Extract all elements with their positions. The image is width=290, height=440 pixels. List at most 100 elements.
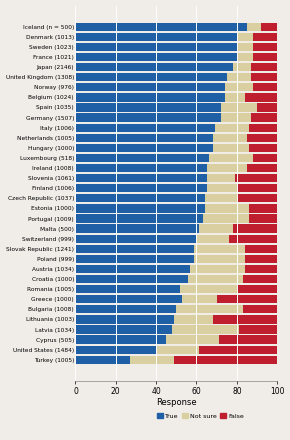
Bar — [75, 285, 180, 293]
Bar — [243, 305, 277, 313]
Bar — [225, 93, 245, 102]
Bar — [202, 214, 249, 223]
Bar — [75, 204, 204, 213]
Bar — [130, 356, 174, 364]
Bar — [233, 224, 277, 233]
Bar — [156, 345, 199, 354]
Bar — [239, 326, 277, 334]
Bar — [176, 305, 243, 313]
Bar — [249, 214, 277, 223]
Bar — [197, 235, 229, 243]
Bar — [247, 164, 277, 172]
Bar — [251, 63, 277, 71]
Bar — [75, 63, 233, 71]
Bar — [199, 224, 233, 233]
Bar — [233, 63, 251, 71]
Bar — [75, 305, 176, 313]
Bar — [195, 255, 245, 263]
Bar — [188, 275, 243, 283]
Bar — [191, 265, 245, 273]
Bar — [253, 43, 277, 51]
Bar — [253, 154, 277, 162]
Bar — [182, 295, 217, 304]
Bar — [172, 326, 239, 334]
Bar — [221, 103, 257, 112]
Bar — [75, 174, 206, 182]
Bar — [247, 22, 261, 31]
Bar — [75, 224, 199, 233]
Bar — [206, 164, 247, 172]
Bar — [235, 174, 277, 182]
Bar — [237, 285, 277, 293]
Bar — [174, 315, 213, 323]
Bar — [75, 326, 172, 334]
Bar — [75, 22, 247, 31]
Bar — [206, 174, 235, 182]
Bar — [75, 164, 206, 172]
Bar — [75, 83, 225, 92]
Bar — [75, 335, 166, 344]
Bar — [75, 275, 188, 283]
Bar — [75, 73, 227, 81]
Bar — [180, 285, 237, 293]
Bar — [215, 124, 249, 132]
Bar — [237, 53, 253, 61]
Bar — [253, 33, 277, 41]
Bar — [75, 345, 156, 354]
Bar — [75, 144, 213, 152]
Bar — [204, 194, 237, 202]
Bar — [243, 275, 277, 283]
Bar — [249, 144, 277, 152]
Bar — [204, 204, 249, 213]
Bar — [75, 265, 191, 273]
Bar — [253, 83, 277, 92]
Bar — [245, 93, 277, 102]
Bar — [225, 83, 253, 92]
Bar — [221, 114, 251, 122]
Bar — [237, 33, 253, 41]
Bar — [206, 184, 237, 192]
Bar — [75, 184, 206, 192]
Bar — [75, 103, 221, 112]
Bar — [195, 245, 245, 253]
Bar — [75, 134, 213, 142]
Bar — [257, 103, 277, 112]
Bar — [247, 134, 277, 142]
Bar — [251, 114, 277, 122]
Bar — [75, 33, 237, 41]
Bar — [213, 134, 247, 142]
Bar — [75, 124, 215, 132]
Bar — [261, 22, 277, 31]
Bar — [249, 204, 277, 213]
Bar — [213, 315, 277, 323]
Bar — [245, 255, 277, 263]
Bar — [75, 235, 197, 243]
Bar — [245, 245, 277, 253]
Bar — [75, 43, 237, 51]
Bar — [217, 295, 277, 304]
Bar — [209, 154, 253, 162]
Bar — [75, 114, 221, 122]
Bar — [75, 194, 204, 202]
Bar — [75, 315, 174, 323]
Bar — [199, 345, 277, 354]
Bar — [75, 255, 195, 263]
Bar — [253, 53, 277, 61]
Bar — [237, 43, 253, 51]
Bar — [75, 53, 237, 61]
Bar — [174, 356, 277, 364]
Bar — [249, 124, 277, 132]
Bar — [75, 214, 202, 223]
Bar — [237, 184, 277, 192]
Bar — [237, 194, 277, 202]
Bar — [229, 235, 277, 243]
Bar — [213, 144, 249, 152]
Bar — [245, 265, 277, 273]
Bar — [227, 73, 251, 81]
Bar — [75, 356, 130, 364]
Bar — [251, 73, 277, 81]
Bar — [219, 335, 277, 344]
Bar — [75, 154, 209, 162]
Bar — [75, 295, 182, 304]
Bar — [166, 335, 219, 344]
